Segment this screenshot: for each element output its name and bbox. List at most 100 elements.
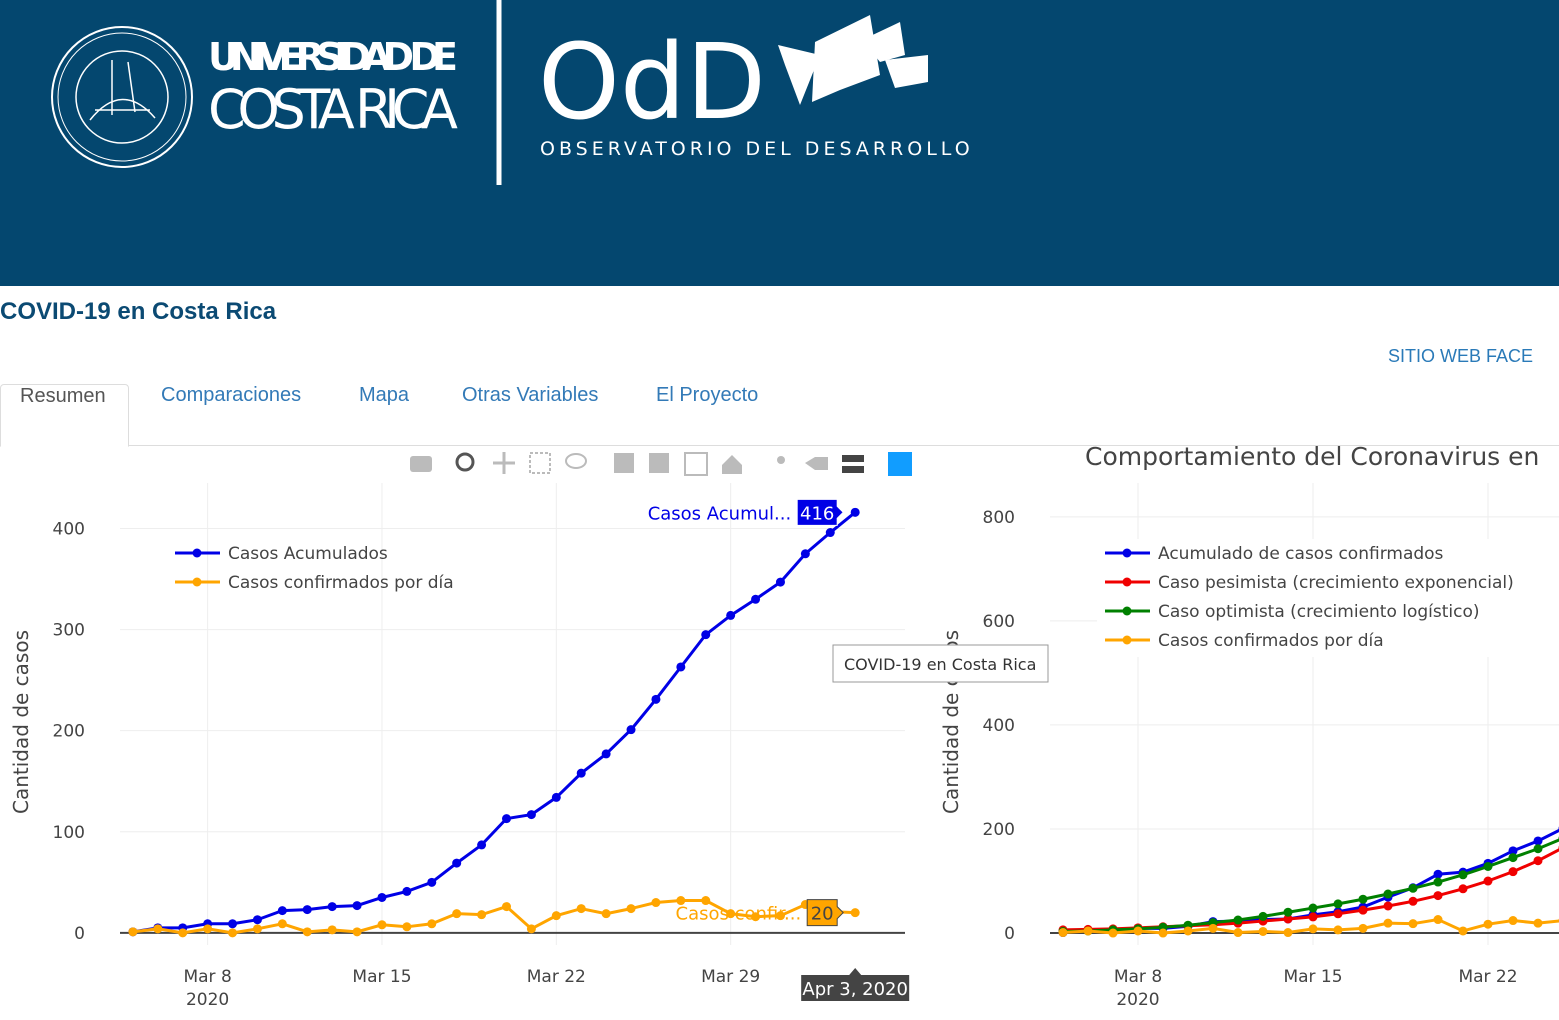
point bbox=[1258, 926, 1268, 936]
modebar-button[interactable] bbox=[455, 452, 475, 472]
point bbox=[178, 928, 188, 938]
point bbox=[651, 898, 661, 908]
point bbox=[1508, 853, 1518, 863]
point bbox=[1508, 916, 1518, 926]
hover-name: Casos Acumul... bbox=[648, 503, 792, 524]
hover-name: Casos confir... bbox=[676, 904, 802, 925]
point bbox=[402, 922, 412, 932]
point bbox=[676, 896, 686, 906]
point bbox=[352, 901, 362, 911]
modebar-button[interactable] bbox=[493, 452, 515, 474]
point bbox=[726, 909, 736, 919]
point bbox=[1133, 926, 1143, 936]
modebar-button[interactable] bbox=[805, 457, 828, 470]
modebar-button[interactable] bbox=[888, 452, 912, 476]
point bbox=[1408, 919, 1418, 929]
tab-bar: Resumen Comparaciones Mapa Otras Variabl… bbox=[0, 384, 1559, 447]
tab[interactable]: Mapa bbox=[359, 384, 410, 406]
modebar-button[interactable] bbox=[649, 453, 669, 473]
point bbox=[502, 814, 511, 824]
point bbox=[726, 610, 736, 620]
point bbox=[1083, 926, 1093, 936]
point bbox=[1283, 907, 1293, 917]
legend-label: Casos confirmados por día bbox=[228, 573, 454, 593]
legend-label: Acumulado de casos confirmados bbox=[1158, 544, 1444, 564]
y-axis-label: Cantidad de casos bbox=[9, 630, 33, 814]
y-tick-label: 300 bbox=[53, 621, 85, 641]
point bbox=[402, 886, 412, 896]
point bbox=[1258, 911, 1268, 921]
point bbox=[1333, 909, 1343, 919]
point bbox=[377, 892, 387, 902]
university-line: COSTA RICA bbox=[208, 78, 458, 141]
point bbox=[850, 908, 860, 918]
point bbox=[1333, 925, 1343, 935]
point bbox=[626, 904, 636, 914]
x-tick-label: Mar 15 bbox=[352, 967, 411, 987]
point bbox=[701, 630, 711, 640]
point bbox=[277, 919, 287, 929]
point bbox=[228, 928, 238, 938]
point bbox=[1408, 896, 1418, 906]
tab[interactable]: Otras Variables bbox=[462, 384, 599, 406]
tab[interactable]: Resumen bbox=[0, 384, 129, 447]
tooltip-text: COVID-19 en Costa Rica bbox=[844, 655, 1036, 674]
header: UNIVERSIDAD DE COSTA RICA OdD OBSERVATOR… bbox=[0, 0, 1559, 286]
point bbox=[651, 694, 661, 704]
hover-date-box bbox=[801, 968, 910, 1001]
point bbox=[526, 810, 536, 820]
point bbox=[1458, 870, 1468, 880]
point bbox=[1433, 869, 1443, 879]
modebar-button[interactable] bbox=[842, 455, 864, 473]
point bbox=[825, 528, 835, 538]
tab[interactable]: El Proyecto bbox=[656, 384, 759, 406]
seal bbox=[51, 26, 193, 168]
point bbox=[1183, 926, 1193, 936]
point bbox=[1533, 836, 1543, 846]
point bbox=[327, 902, 337, 912]
point bbox=[452, 909, 462, 919]
point bbox=[1158, 928, 1168, 938]
point bbox=[751, 594, 761, 604]
point bbox=[452, 858, 462, 868]
legend-label: Casos Acumulados bbox=[228, 544, 388, 564]
tab[interactable]: Comparaciones bbox=[161, 384, 302, 406]
y-tick-label: 0 bbox=[1004, 924, 1015, 944]
modebar-button[interactable] bbox=[614, 453, 634, 473]
y-tick-label: 200 bbox=[983, 820, 1015, 840]
logo: OdD bbox=[538, 21, 766, 143]
point bbox=[1433, 915, 1443, 925]
point bbox=[1483, 876, 1493, 886]
legend-marker bbox=[192, 548, 202, 558]
modebar-button[interactable] bbox=[565, 453, 587, 469]
point bbox=[1308, 924, 1318, 934]
modebar-button[interactable] bbox=[684, 452, 708, 476]
modebar-button[interactable] bbox=[722, 455, 742, 474]
legend-marker bbox=[1122, 635, 1132, 645]
point bbox=[327, 925, 337, 935]
point bbox=[252, 915, 262, 925]
point bbox=[800, 549, 810, 559]
point bbox=[551, 792, 561, 802]
point bbox=[1483, 919, 1493, 929]
point bbox=[676, 662, 686, 672]
modebar-button[interactable] bbox=[529, 452, 551, 474]
point bbox=[1533, 918, 1543, 928]
point bbox=[626, 725, 636, 735]
hover-value: 416 bbox=[800, 503, 834, 524]
point bbox=[377, 920, 387, 930]
legend-label: Caso optimista (crecimiento logístico) bbox=[1158, 602, 1480, 622]
legend-label: Casos confirmados por día bbox=[1158, 631, 1384, 651]
point bbox=[1208, 923, 1218, 933]
y-tick-label: 600 bbox=[983, 612, 1015, 632]
point bbox=[1108, 928, 1118, 938]
site-link[interactable]: SITIO WEB FACE bbox=[1388, 346, 1534, 366]
tooltip-box bbox=[832, 644, 1049, 683]
point bbox=[1408, 883, 1418, 893]
x-tick-year: 2020 bbox=[186, 990, 229, 1010]
modebar-button[interactable] bbox=[410, 456, 432, 472]
point bbox=[1283, 914, 1293, 924]
y-tick-label: 800 bbox=[983, 508, 1015, 528]
modebar-button[interactable] bbox=[777, 456, 785, 464]
